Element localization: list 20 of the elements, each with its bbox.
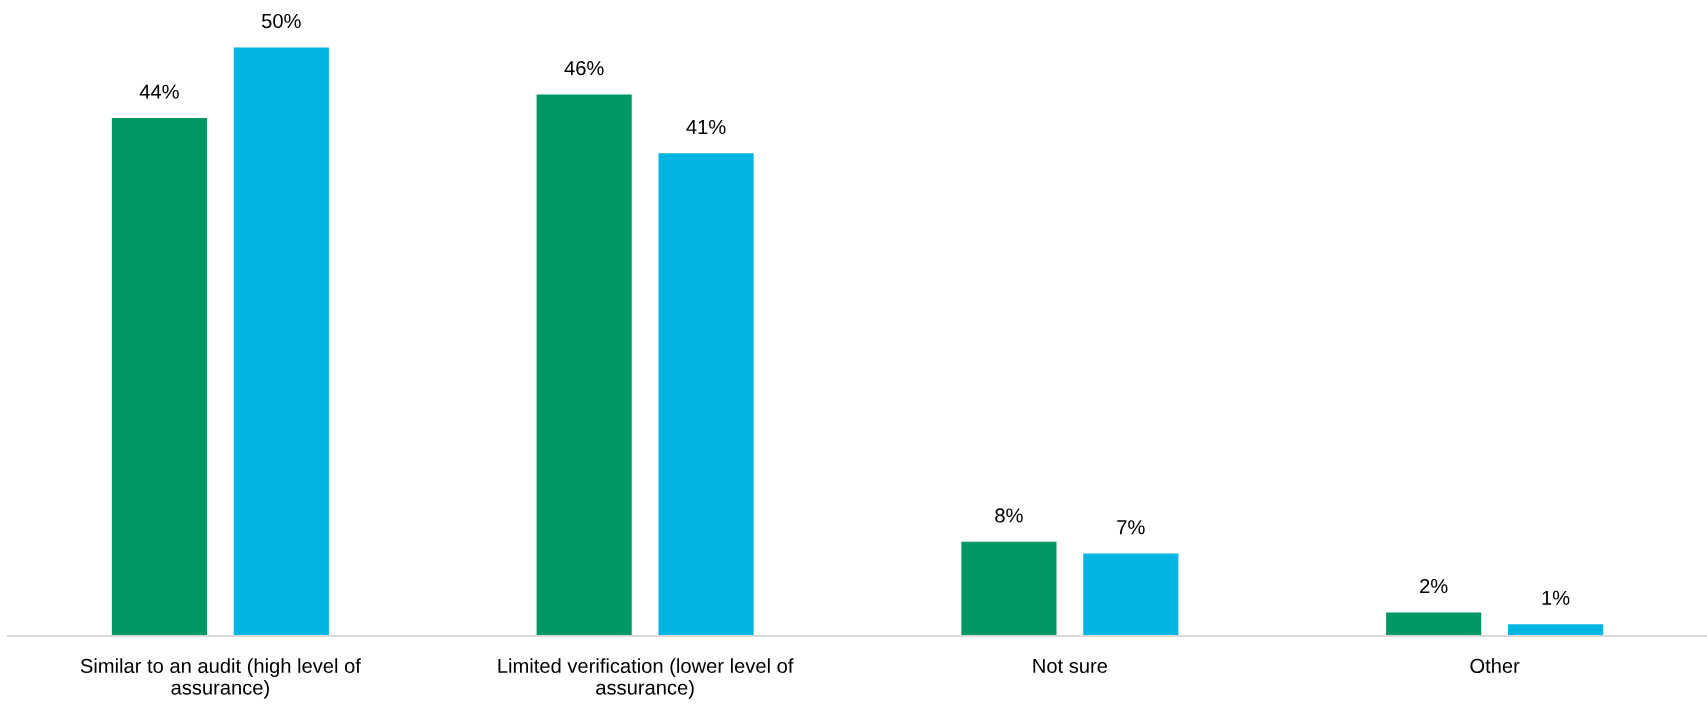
bar bbox=[1083, 553, 1179, 636]
bar bbox=[233, 47, 329, 636]
bar bbox=[1386, 612, 1482, 636]
data-label: 1% bbox=[1542, 590, 1570, 605]
bar bbox=[536, 94, 632, 636]
data-label: 50% bbox=[261, 13, 301, 29]
x-tick-label: Not sure bbox=[1033, 658, 1108, 674]
data-label: 46% bbox=[564, 61, 604, 76]
data-label: 2% bbox=[1420, 578, 1448, 594]
data-label: 8% bbox=[995, 508, 1023, 523]
bar bbox=[111, 118, 207, 636]
data-label: 41% bbox=[686, 119, 726, 135]
bar bbox=[961, 541, 1057, 636]
bar bbox=[658, 153, 754, 636]
data-label: 44% bbox=[139, 84, 179, 99]
x-tick-label: Similar to an audit (high level of assurance) bbox=[80, 658, 361, 699]
bar bbox=[1508, 624, 1604, 636]
x-tick-label: Limited verification (lower level of assurance) bbox=[498, 658, 794, 699]
x-tick-label: Other bbox=[1470, 658, 1520, 674]
data-label: 7% bbox=[1117, 520, 1145, 535]
